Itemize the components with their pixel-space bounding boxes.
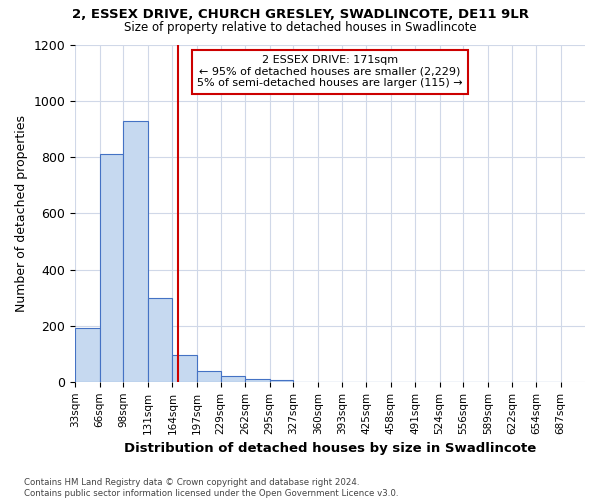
Bar [269,380,293,382]
Text: 2 ESSEX DRIVE: 171sqm
← 95% of detached houses are smaller (2,229)
5% of semi-de: 2 ESSEX DRIVE: 171sqm ← 95% of detached … [197,55,463,88]
Bar [245,379,269,382]
Bar [148,298,172,382]
Bar [75,328,100,382]
Bar [197,370,221,382]
Text: Contains HM Land Registry data © Crown copyright and database right 2024.
Contai: Contains HM Land Registry data © Crown c… [24,478,398,498]
Bar [124,121,148,382]
Text: 2, ESSEX DRIVE, CHURCH GRESLEY, SWADLINCOTE, DE11 9LR: 2, ESSEX DRIVE, CHURCH GRESLEY, SWADLINC… [71,8,529,20]
Bar [100,154,124,382]
Y-axis label: Number of detached properties: Number of detached properties [15,115,28,312]
Bar [172,355,197,382]
Text: Size of property relative to detached houses in Swadlincote: Size of property relative to detached ho… [124,22,476,35]
X-axis label: Distribution of detached houses by size in Swadlincote: Distribution of detached houses by size … [124,442,536,455]
Bar [221,376,245,382]
